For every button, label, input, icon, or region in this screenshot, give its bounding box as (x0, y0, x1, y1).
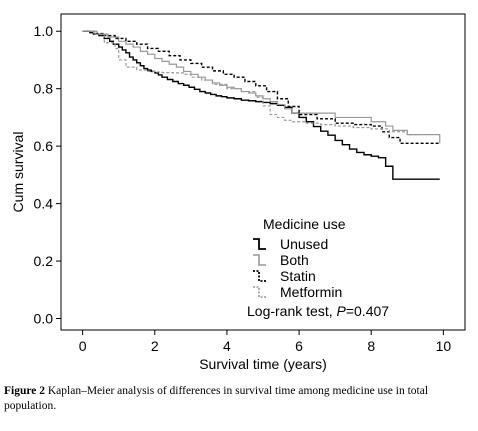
legend-swatch-statin (253, 271, 266, 281)
x-tick-label: 0 (79, 338, 87, 354)
y-axis: 0.0 0.2 0.4 0.6 0.8 1.0 (34, 23, 61, 326)
x-tick-label: 8 (367, 338, 375, 354)
survival-curves (83, 31, 440, 179)
series-unused-curve (83, 31, 440, 179)
figure-caption: Figure 2 Kaplan–Meier analysis of differ… (4, 384, 472, 414)
x-axis: 0 2 4 6 8 10 (79, 330, 452, 354)
legend-label-statin: Statin (280, 268, 316, 284)
y-tick-label: 0.8 (34, 81, 54, 97)
legend-title: Medicine use (263, 216, 346, 232)
y-tick-label: 0.0 (34, 311, 54, 327)
km-chart: 0.00.20.40.60.81.0 0 2 4 6 8 10 Cum survival … (0, 0, 478, 380)
y-tick-label: 0.2 (34, 253, 54, 269)
series-both-curve (83, 31, 440, 143)
x-tick-label: 10 (436, 338, 452, 354)
x-tick-label: 2 (151, 338, 159, 354)
y-axis-label: Cum survival (10, 132, 26, 213)
legend-label-metformin: Metformin (280, 284, 342, 300)
y-tick-label: 0.4 (34, 196, 54, 212)
legend-swatch-unused (253, 239, 266, 249)
figure-caption-text: Kaplan–Meier analysis of differences in … (4, 385, 428, 412)
x-tick-label: 4 (223, 338, 231, 354)
legend-label-unused: Unused (280, 236, 328, 252)
legend-swatch-both (253, 255, 266, 265)
legend-swatch-metformin (253, 287, 266, 297)
plot-frame (61, 14, 465, 330)
y-tick-label: 1.0 (34, 23, 54, 39)
x-axis-label: Survival time (years) (199, 356, 327, 372)
log-rank-annotation: Log-rank test, P=0.407 (247, 303, 389, 319)
legend-label-both: Both (280, 252, 309, 268)
y-tick-label: 0.6 (34, 138, 54, 154)
x-tick-label: 6 (295, 338, 303, 354)
figure-label: Figure 2 (4, 385, 45, 397)
